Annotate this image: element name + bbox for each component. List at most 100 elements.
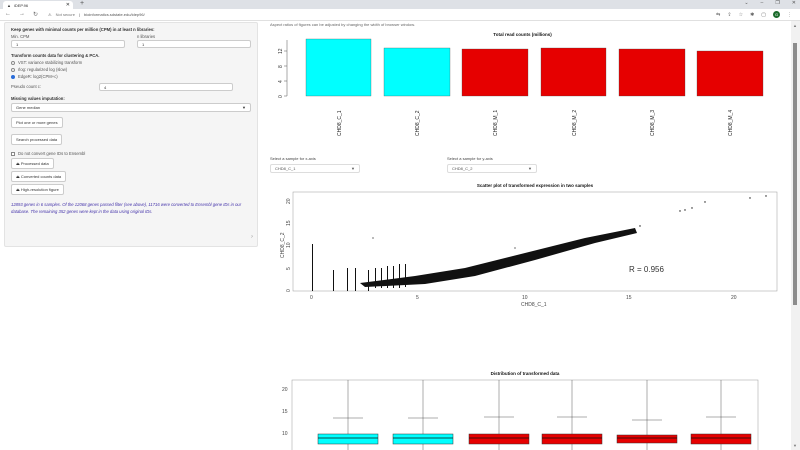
pseudo-count-label: Pseudo count c:	[11, 84, 42, 89]
svg-text:10: 10	[282, 431, 288, 437]
maximize-icon[interactable]: ❐	[775, 0, 780, 6]
radio-rlog[interactable]: rlog: regularized log (slow)	[11, 67, 251, 72]
y-axis-select-label: Select a sample for y-axis	[447, 156, 493, 161]
svg-text:0: 0	[286, 289, 292, 292]
svg-text:15: 15	[282, 409, 288, 415]
pseudo-count-input[interactable]: 4	[99, 83, 234, 91]
window-controls: ⌄ – ❐ ✕	[744, 0, 796, 6]
svg-text:15: 15	[626, 295, 632, 301]
dropdown-caret-icon: ▼	[351, 166, 355, 171]
dropdown-caret-icon: ▼	[528, 166, 532, 171]
svg-text:CHD8_M_2: CHD8_M_2	[572, 110, 578, 136]
svg-text:8: 8	[278, 65, 284, 68]
aspect-note: Aspect ratios of figures can be adjusted…	[270, 22, 415, 27]
svg-text:CHD8_C_1: CHD8_C_1	[337, 110, 343, 136]
radio-button-selected[interactable]	[11, 74, 15, 79]
back-icon[interactable]: ←	[5, 11, 11, 17]
svg-text:CHD8_M_4: CHD8_M_4	[728, 110, 734, 136]
n-libraries-label: n libraries	[137, 34, 156, 39]
missing-values-select[interactable]: Gene median ▼	[11, 103, 251, 112]
scroll-down-icon[interactable]: ▼	[793, 443, 797, 448]
scrollbar-thumb[interactable]	[793, 43, 797, 305]
download-icon: ⏏	[16, 161, 21, 166]
svg-text:10: 10	[286, 242, 292, 248]
svg-text:5: 5	[416, 295, 419, 301]
radio-button[interactable]	[11, 67, 15, 72]
sidepanel-icon[interactable]: ▢	[761, 11, 766, 18]
main-panel: Aspect ratios of figures can be adjusted…	[265, 22, 780, 450]
tab-bar: ▲ iDEP.96 ✕ + ⌄ – ❐ ✕	[0, 0, 800, 9]
tab-title: iDEP.96	[13, 2, 29, 8]
browser-tab[interactable]: ▲ iDEP.96 ✕	[3, 1, 73, 9]
plot-genes-button[interactable]: Plot one or more genes	[11, 117, 63, 128]
bar-chart: 0 4 8 12 CHD8_C_1 CHD8_C_2 CHD8_M_1 CHD8…	[278, 38, 764, 136]
no-convert-checkbox-row[interactable]: Do not convert gene IDs to Ensembl	[11, 151, 251, 156]
close-window-icon[interactable]: ✕	[791, 0, 796, 6]
share-icon[interactable]: ⇪	[727, 11, 732, 18]
y-axis-select[interactable]: CHD8_C_2 ▼	[447, 164, 537, 173]
scatter-plot: 0 5 10 15 20 CHD8_C_2 0 5 10 15 20 CHD8_C_1 …	[280, 191, 778, 308]
svg-text:10: 10	[522, 295, 528, 301]
scatter-title: Scatter plot of transformed expression i…	[476, 183, 594, 188]
url-field[interactable]: ⚠ Not secure | bioinformatics.sdstate.ed…	[48, 12, 145, 17]
x-axis-select-label: Select a sample for x-axis	[270, 156, 316, 161]
download-figure-button[interactable]: ⏏ High-resolution figure	[11, 184, 64, 195]
favicon-icon: ▲	[7, 2, 11, 8]
svg-text:5: 5	[286, 267, 292, 270]
filter-title: Keep genes with minimal counts per milli…	[11, 27, 155, 32]
scroll-up-icon[interactable]: ▲	[793, 23, 797, 28]
download-icon: ⏏	[16, 174, 21, 179]
svg-text:4: 4	[278, 80, 284, 83]
svg-text:15: 15	[286, 220, 292, 226]
page-scrollbar[interactable]: ▲ ▼	[791, 21, 800, 450]
svg-text:CHD8_C_2: CHD8_C_2	[280, 232, 286, 258]
x-axis-select[interactable]: CHD8_C_1 ▼	[270, 164, 360, 173]
translate-icon[interactable]: ⇆	[716, 11, 721, 18]
minimize-icon[interactable]: –	[760, 0, 764, 6]
svg-text:CHD8_M_1: CHD8_M_1	[493, 110, 499, 136]
dropdown-caret-icon: ▼	[242, 105, 246, 110]
download-converted-button[interactable]: ⏏ Converted counts data	[11, 171, 67, 182]
security-label: Not secure	[55, 12, 75, 17]
boxplot-title: Distribution of transformed data	[490, 371, 560, 376]
close-tab-icon[interactable]: ✕	[65, 2, 70, 8]
menu-icon[interactable]: ⋮	[787, 11, 792, 18]
extensions-icon[interactable]: ✱	[750, 11, 755, 18]
tab-search-icon[interactable]: ⌄	[744, 0, 749, 6]
radio-vst[interactable]: VST: variance stabilizing transform	[11, 60, 251, 65]
bookmark-star-icon[interactable]: ☆	[738, 11, 744, 18]
checkbox[interactable]	[11, 151, 15, 156]
svg-text:20: 20	[731, 295, 737, 301]
svg-text:12: 12	[278, 48, 284, 54]
svg-text:20: 20	[286, 198, 292, 204]
transform-title: Transform counts data for clustering & P…	[11, 53, 100, 58]
address-bar: ← → ↻ ⚠ Not secure | bioinformatics.sdst…	[0, 9, 800, 21]
svg-text:0: 0	[278, 95, 284, 98]
box-plot: 2015105	[282, 379, 759, 450]
radio-button[interactable]	[11, 60, 15, 65]
svg-text:0: 0	[310, 295, 313, 301]
svg-text:20: 20	[282, 387, 288, 393]
warning-icon: ⚠	[48, 12, 52, 17]
profile-avatar[interactable]: G	[773, 11, 780, 18]
n-libraries-input[interactable]: 1	[137, 40, 251, 48]
download-icon: ⏏	[16, 187, 21, 192]
svg-text:CHD8_M_3: CHD8_M_3	[650, 110, 656, 136]
help-mark[interactable]: ?	[250, 234, 253, 239]
reload-icon[interactable]: ↻	[33, 12, 39, 18]
svg-text:CHD8_C_2: CHD8_C_2	[415, 110, 421, 136]
download-processed-button[interactable]: ⏏ Processed data	[11, 158, 54, 169]
missing-values-title: Missing values imputation:	[11, 96, 65, 101]
sidebar-panel: Keep genes with minimal counts per milli…	[4, 22, 258, 247]
search-processed-button[interactable]: Search processed data	[11, 134, 63, 145]
new-tab-button[interactable]: +	[80, 0, 85, 7]
min-cpm-input[interactable]: 1	[11, 40, 125, 48]
min-cpm-label: Min. CPM	[11, 34, 30, 39]
url-text: bioinformatics.sdstate.edu/idep96/	[84, 12, 145, 17]
svg-text:CHD8_C_1: CHD8_C_1	[521, 302, 547, 308]
correlation-annotation: R = 0.956	[629, 265, 664, 274]
radio-edger[interactable]: EdgeR: log2(CPM+c)	[11, 74, 251, 79]
bar-chart-title: Total read counts (millions)	[493, 32, 552, 37]
info-text: 12893 genes in 6 samples. Of the 12068 g…	[11, 202, 242, 214]
forward-icon[interactable]: →	[19, 11, 25, 17]
